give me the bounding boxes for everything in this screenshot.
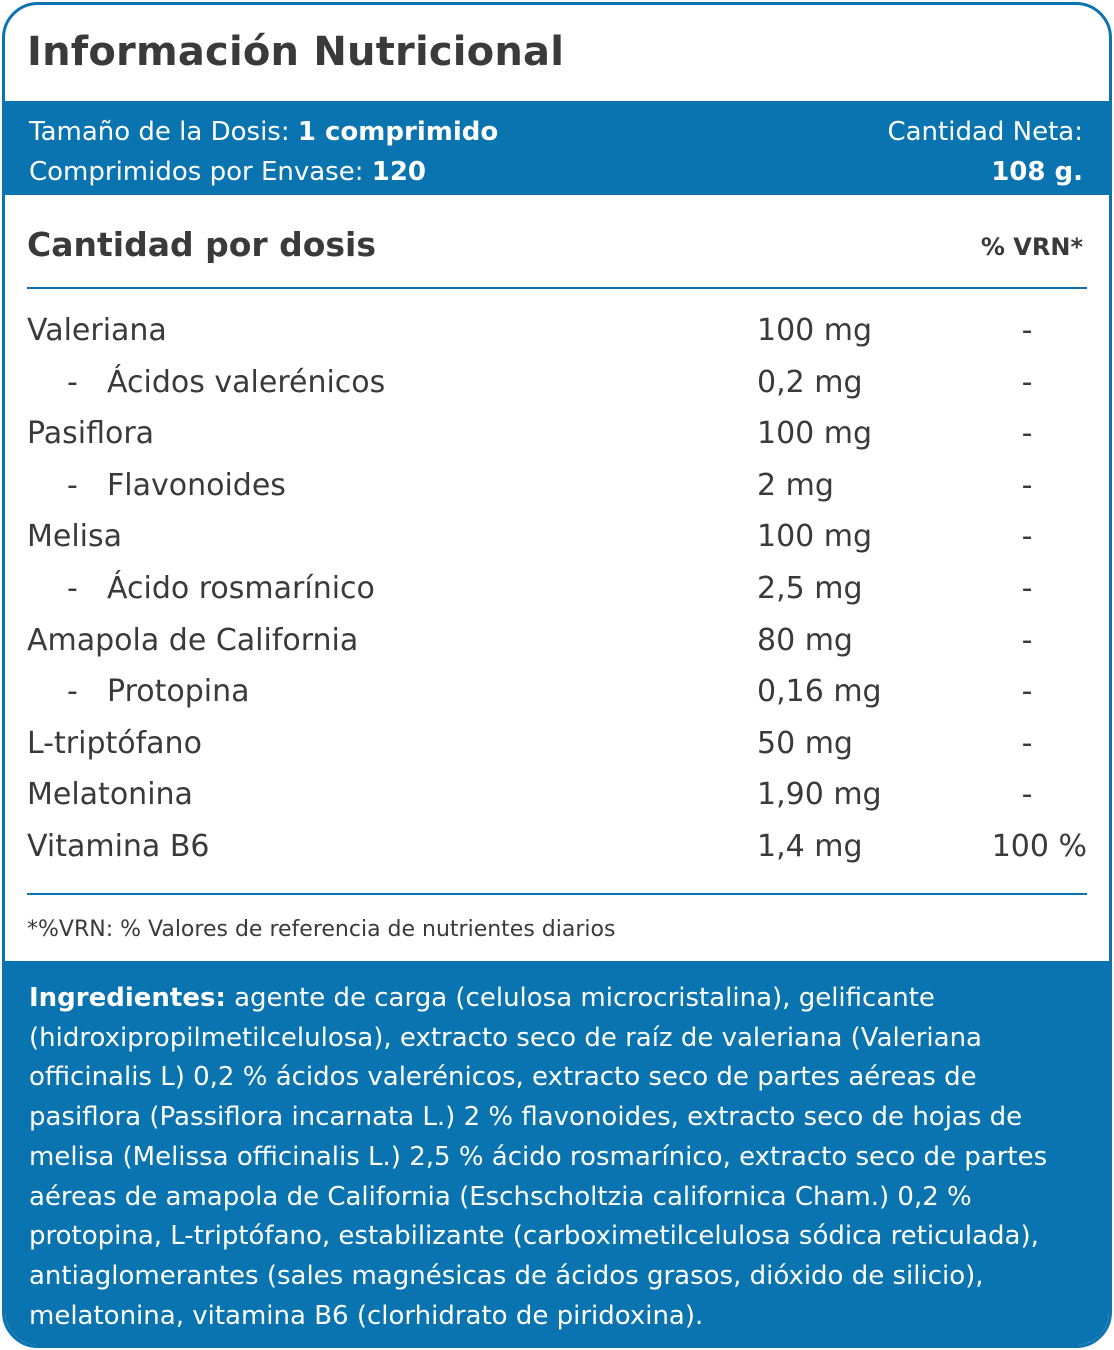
sub-item-dash: -: [67, 467, 78, 503]
nutrient-name: Vitamina B6: [27, 828, 210, 864]
nutrient-vrn: -: [1021, 725, 1033, 761]
serving-size-label: Tamaño de la Dosis:: [29, 117, 290, 147]
sub-nutrient-label: Protopina: [107, 674, 250, 710]
nutrient-amount: 100 mg: [757, 313, 873, 348]
nutrient-amount: 100 mg: [757, 416, 873, 452]
nutrient-vrn: -: [1021, 467, 1033, 503]
table-row: - Flavonoides 2 mg -: [27, 464, 1087, 516]
nutrient-vrn: -: [1021, 622, 1033, 658]
nutrient-amount: 0,16 mg: [757, 674, 882, 710]
nutrient-name: - Ácidos valerénicos: [67, 365, 385, 400]
serving-size-line: Tamaño de la Dosis: 1 comprimido: [29, 117, 498, 147]
nutrient-name: - Ácido rosmarínico: [67, 571, 375, 606]
amount-per-serving-header: Cantidad por dosis: [27, 225, 377, 264]
ingredients-band: Ingredientes: agente de carga (celulosa …: [5, 961, 1109, 1345]
nutrient-name: Melisa: [27, 519, 123, 555]
nutrient-name: Melatonina: [27, 777, 193, 813]
nutrient-amount: 2,5 mg: [757, 570, 863, 606]
net-quantity-label: Cantidad Neta:: [887, 117, 1083, 147]
sub-nutrient-label: Ácido rosmarínico: [107, 570, 375, 606]
nutrient-vrn: -: [1021, 674, 1033, 710]
nutrient-vrn: -: [1021, 313, 1033, 348]
vrn-column-header: % VRN*: [980, 233, 1083, 261]
nutrient-vrn: 100 %: [991, 828, 1087, 864]
nutrient-amount: 2 mg: [757, 467, 834, 503]
nutrient-name: - Protopina: [67, 674, 250, 709]
ingredients-list: agente de carga (celulosa microcristalin…: [29, 983, 1048, 1331]
ingredients-label: Ingredientes:: [29, 983, 226, 1013]
table-bottom-divider: [27, 893, 1087, 895]
table-row: Vitamina B6 1,4 mg 100 %: [27, 825, 1087, 877]
sub-nutrient-label: Flavonoides: [107, 467, 286, 503]
sub-item-dash: -: [67, 674, 78, 710]
table-row: L-triptófano 50 mg -: [27, 722, 1087, 774]
nutrient-amount: 0,2 mg: [757, 364, 863, 400]
table-row: Amapola de California 80 mg -: [27, 619, 1087, 671]
table-row: Valeriana 100 mg -: [27, 309, 1087, 361]
servings-per-container-value: 120: [371, 157, 427, 187]
nutrient-amount: 1,90 mg: [757, 777, 882, 813]
nutrient-vrn: -: [1021, 570, 1033, 606]
vrn-footnote: *%VRN: % Valores de referencia de nutrie…: [27, 917, 616, 942]
sub-nutrient-label: Ácidos valerénicos: [107, 364, 386, 400]
table-row: - Ácidos valerénicos 0,2 mg -: [27, 361, 1087, 413]
header-divider: [27, 287, 1087, 289]
nutrient-table: Valeriana 100 mg - - Ácidos valerénicos 0…: [27, 309, 1087, 877]
nutrient-name: L-triptófano: [27, 725, 202, 761]
net-quantity-value: 108 g.: [991, 157, 1083, 187]
nutrient-amount: 80 mg: [757, 622, 853, 658]
page-title: Información Nutricional: [27, 29, 565, 75]
sub-item-dash: -: [67, 570, 78, 606]
servings-per-container-line: Comprimidos por Envase: 120: [29, 157, 426, 187]
table-row: - Ácido rosmarínico 2,5 mg -: [27, 567, 1087, 619]
nutrient-name: Pasiflora: [27, 416, 155, 452]
nutrient-vrn: -: [1021, 777, 1033, 813]
sub-item-dash: -: [67, 364, 78, 400]
table-row: - Protopina 0,16 mg -: [27, 670, 1087, 722]
table-row: Melisa 100 mg -: [27, 515, 1087, 567]
table-row: Melatonina 1,90 mg -: [27, 773, 1087, 825]
serving-size-value: 1 comprimido: [297, 117, 499, 147]
servings-per-container-label: Comprimidos por Envase:: [29, 157, 364, 187]
nutrient-amount: 50 mg: [757, 725, 853, 761]
nutrient-amount: 1,4 mg: [757, 828, 863, 864]
nutrient-vrn: -: [1021, 364, 1033, 400]
nutrient-vrn: -: [1021, 416, 1033, 452]
nutrient-name: Valeriana: [27, 313, 167, 348]
nutrient-name: - Flavonoides: [67, 468, 286, 503]
nutrient-vrn: -: [1021, 519, 1033, 555]
table-row: Pasiflora 100 mg -: [27, 412, 1087, 464]
ingredients-paragraph: Ingredientes: agente de carga (celulosa …: [29, 979, 1089, 1336]
serving-info-band: Tamaño de la Dosis: 1 comprimido Comprim…: [5, 101, 1109, 195]
nutrient-name: Amapola de California: [27, 622, 359, 658]
nutrient-amount: 100 mg: [757, 519, 873, 555]
